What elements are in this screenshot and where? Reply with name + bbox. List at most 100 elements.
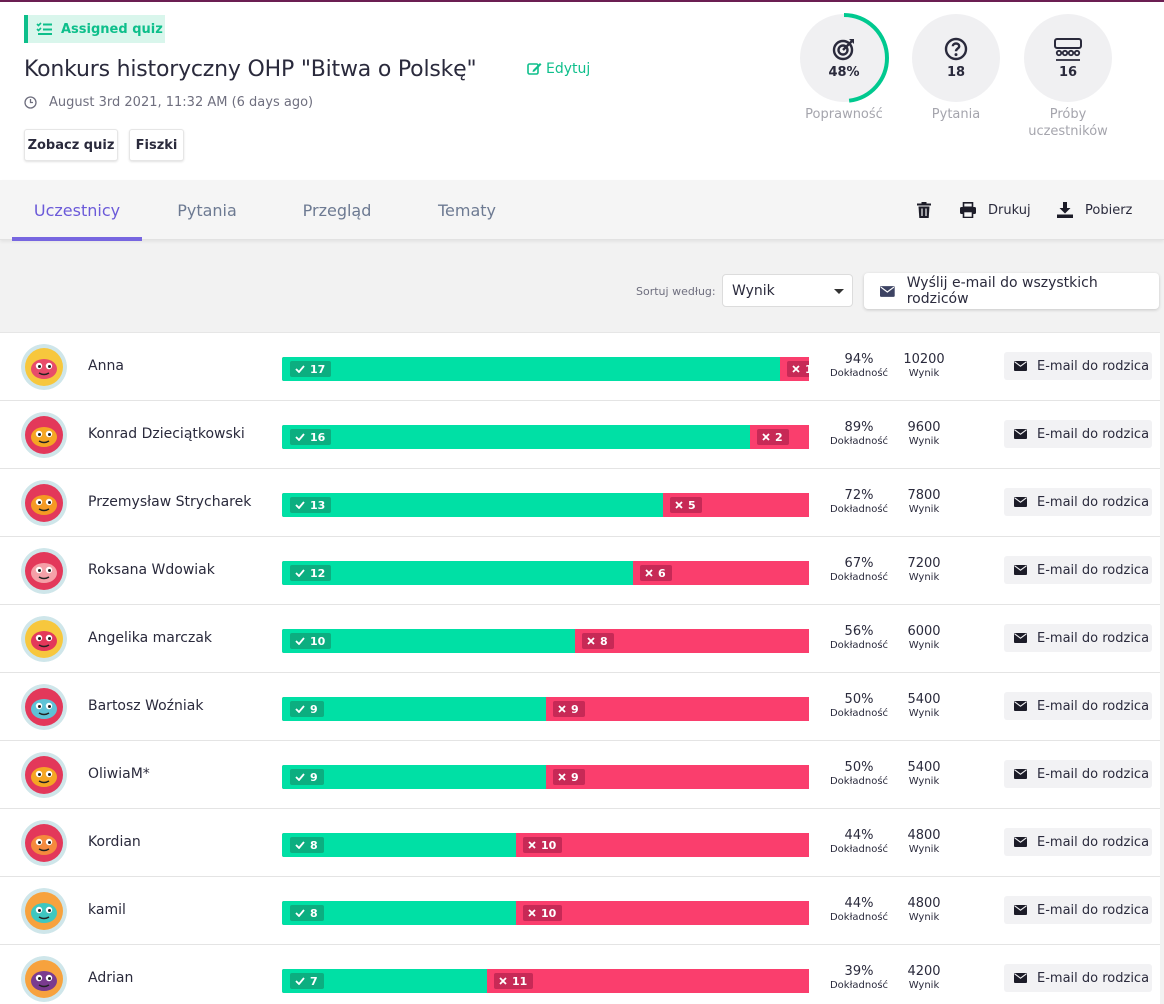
- check-icon: [295, 569, 305, 577]
- participant-row[interactable]: OliwiaM* 9 9 50% Dokładność 5400 Wynik E-mail d…: [0, 741, 1160, 809]
- tab-participants[interactable]: Uczestnicy: [12, 180, 142, 241]
- wrong-count-pill: 9: [553, 701, 585, 717]
- accuracy-value: 48%: [828, 64, 860, 80]
- participant-row[interactable]: Przemysław Strycharek 13 5 72% Dokładność 780…: [0, 469, 1160, 537]
- correct-fill: [282, 561, 633, 585]
- stat-attempts: 16 Próby uczestników: [1023, 14, 1113, 140]
- attempts-circle: 16: [1024, 14, 1112, 102]
- email-all-parents-button[interactable]: Wyślij e-mail do wszystkich rodziców: [864, 273, 1159, 309]
- email-parent-button[interactable]: E-mail do rodzica: [1004, 896, 1152, 924]
- score-caption: Wynik: [908, 368, 940, 379]
- email-parent-label: E-mail do rodzica: [1037, 698, 1150, 714]
- accuracy-value: 44%: [844, 828, 874, 843]
- accuracy-caption: Dokładność: [829, 912, 889, 923]
- email-parent-button[interactable]: E-mail do rodzica: [1004, 420, 1152, 448]
- email-parent-button[interactable]: E-mail do rodzica: [1004, 556, 1152, 584]
- participant-row[interactable]: Roksana Wdowiak 12 6 67% Dokładność 7200 Wynik…: [0, 537, 1160, 605]
- email-parent-label: E-mail do rodzica: [1037, 426, 1150, 442]
- participant-row[interactable]: Bartosz Woźniak 9 9 50% Dokładność 5400 Wynik E…: [0, 673, 1160, 741]
- quiz-date: August 3rd 2021, 11:32 AM (6 days ago): [24, 95, 313, 110]
- correct-fill: [282, 425, 750, 449]
- correct-count: 8: [310, 906, 318, 920]
- monster-purple-icon: [21, 956, 67, 1002]
- score-value: 7800: [907, 488, 941, 503]
- wrong-count: 9: [571, 770, 579, 784]
- correct-count-pill: 16: [290, 429, 332, 445]
- participant-name: Przemysław Strycharek: [88, 494, 252, 510]
- tab-bar: Uczestnicy Pytania Przegląd Tematy Druku…: [0, 180, 1164, 241]
- result-bar: 12 6: [282, 561, 809, 585]
- stat-accuracy: 48% Poprawność: [799, 13, 889, 123]
- check-icon: [295, 705, 305, 713]
- correct-count-pill: 9: [290, 769, 324, 785]
- wrong-count-pill: 9: [553, 769, 585, 785]
- correct-count-pill: 17: [290, 361, 332, 377]
- envelope-icon: [1014, 565, 1027, 575]
- wrong-count: 1: [805, 363, 809, 376]
- score-caption: Wynik: [908, 980, 940, 991]
- envelope-icon: [1014, 497, 1027, 507]
- score-caption: Wynik: [908, 912, 940, 923]
- correct-count: 8: [310, 838, 318, 852]
- x-icon: [528, 909, 536, 917]
- participant-row[interactable]: Angelika marczak 10 8 56% Dokładność 6000 Wyni…: [0, 605, 1160, 673]
- caret-down-icon: [834, 289, 844, 294]
- x-icon: [558, 705, 566, 713]
- wrong-count: 8: [600, 634, 608, 648]
- participant-name: Angelika marczak: [88, 630, 213, 646]
- edit-icon: [527, 63, 542, 75]
- participant-row[interactable]: kamil 8 10 44% Dokładność 4800 Wynik E-mail do …: [0, 877, 1160, 945]
- wrong-count: 10: [541, 906, 557, 920]
- view-quiz-button[interactable]: Zobacz quiz: [24, 129, 118, 161]
- tab-overview[interactable]: Przegląd: [302, 200, 372, 220]
- download-button[interactable]: Pobierz: [1057, 180, 1132, 240]
- email-parent-button[interactable]: E-mail do rodzica: [1004, 760, 1152, 788]
- correct-count-pill: 8: [290, 905, 324, 921]
- flashcards-button[interactable]: Fiszki: [129, 129, 184, 161]
- email-parent-button[interactable]: E-mail do rodzica: [1004, 352, 1152, 380]
- monster-jar-icon: [21, 820, 67, 866]
- monster-robot-icon: [21, 752, 67, 798]
- email-parent-button[interactable]: E-mail do rodzica: [1004, 828, 1152, 856]
- tab-questions[interactable]: Pytania: [177, 200, 237, 220]
- participant-row[interactable]: Adrian 7 11 39% Dokładność 4200 Wynik E-mail do…: [0, 945, 1160, 1004]
- x-icon: [558, 773, 566, 781]
- check-icon: [295, 501, 305, 509]
- delete-button[interactable]: [917, 180, 943, 240]
- correct-count: 13: [310, 498, 326, 512]
- correct-count-pill: 9: [290, 701, 324, 717]
- sort-select[interactable]: Wynik: [722, 274, 853, 307]
- participant-name: Bartosz Woźniak: [88, 698, 204, 714]
- tab-topics[interactable]: Tematy: [437, 200, 497, 220]
- target-icon: [832, 38, 854, 60]
- accuracy-caption: Dokładność: [829, 776, 889, 787]
- print-button[interactable]: Drukuj: [960, 180, 1031, 240]
- sort-value: Wynik: [732, 282, 775, 299]
- monster-blue-icon: [21, 344, 67, 390]
- monster-pink-icon: [21, 548, 67, 594]
- accuracy-cell: 44% Dokładność: [824, 828, 894, 855]
- edit-link[interactable]: Edytuj: [527, 61, 590, 77]
- score-caption: Wynik: [908, 640, 940, 651]
- quiz-title: Konkurs historyczny OHP "Bitwa o Polskę": [24, 57, 477, 82]
- email-parent-button[interactable]: E-mail do rodzica: [1004, 624, 1152, 652]
- email-parent-button[interactable]: E-mail do rodzica: [1004, 488, 1152, 516]
- participant-row[interactable]: Kordian 8 10 44% Dokładność 4800 Wynik E-mail d…: [0, 809, 1160, 877]
- participant-name: Anna: [88, 358, 124, 374]
- participant-row[interactable]: Konrad Dzieciątkowski 16 2 89% Dokładność 960…: [0, 401, 1160, 469]
- participant-name: kamil: [88, 902, 126, 918]
- correct-count: 12: [310, 566, 326, 580]
- check-icon: [295, 773, 305, 781]
- monster-red-icon: [21, 616, 67, 662]
- result-bar: 10 8: [282, 629, 809, 653]
- wrong-count: 5: [688, 498, 696, 512]
- email-parent-button[interactable]: E-mail do rodzica: [1004, 692, 1152, 720]
- envelope-icon: [1014, 701, 1027, 711]
- score-value: 4800: [907, 896, 941, 911]
- email-parent-button[interactable]: E-mail do rodzica: [1004, 964, 1152, 992]
- x-icon: [499, 977, 507, 985]
- accuracy-circle: 48%: [799, 13, 889, 103]
- accuracy-value: 94%: [844, 352, 874, 367]
